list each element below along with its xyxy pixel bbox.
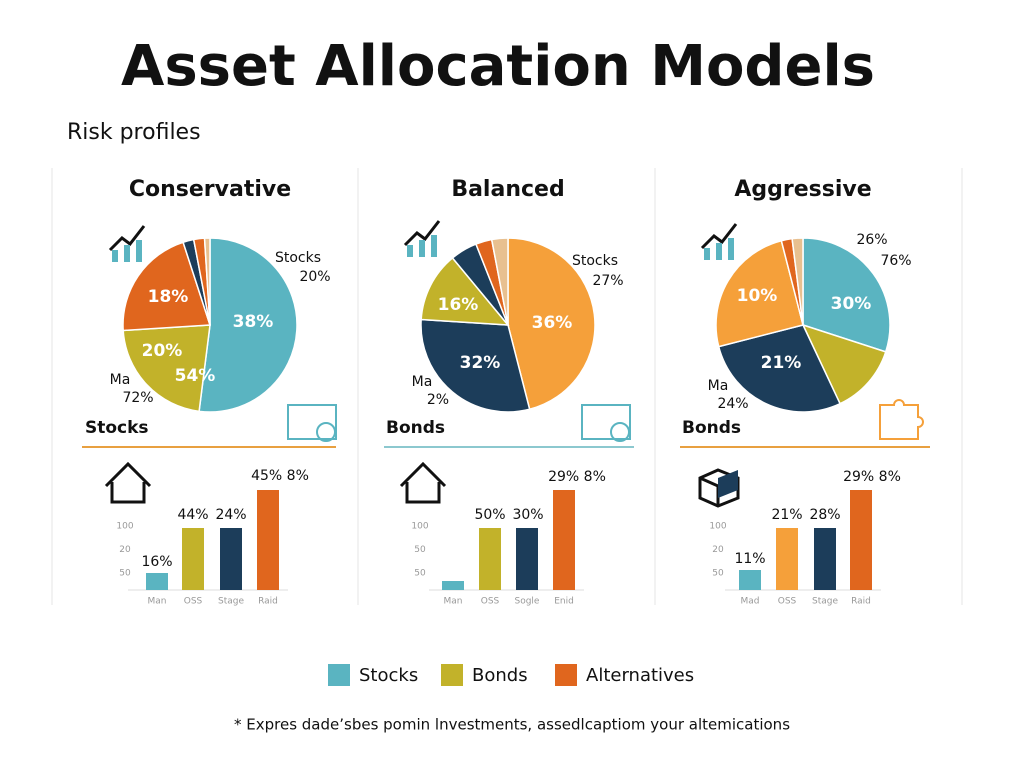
bar-label: 24% [215, 507, 246, 523]
pie-label: Stocks [275, 250, 321, 266]
bar-label: 28% [809, 507, 840, 523]
pie-label: Ma [412, 374, 433, 390]
pie-title: Conservative [129, 177, 291, 202]
bar-label: 21% [771, 507, 802, 523]
pie-label: 27% [592, 273, 623, 289]
subtitle: Risk profiles [67, 120, 201, 145]
section-label: Bonds [682, 418, 741, 438]
x-label: Raid [851, 597, 871, 607]
pie-slice [802, 237, 891, 353]
x-label: Stage [812, 597, 838, 607]
pie-label: 18% [148, 287, 189, 307]
bar [516, 528, 538, 590]
bar [776, 528, 798, 590]
pie-label: 54% [175, 366, 216, 386]
legend-label: Bonds [472, 665, 528, 686]
decor [82, 235, 930, 498]
x-label: OSS [184, 597, 203, 607]
pie-label: 21% [761, 353, 802, 373]
x-label: Stage [218, 597, 244, 607]
x-label: OSS [481, 597, 500, 607]
y-label: 50 [414, 569, 426, 579]
pie-label: 36% [532, 313, 573, 333]
bar [479, 528, 501, 590]
pie-label: 16% [438, 295, 479, 315]
pie-label: 30% [831, 294, 872, 314]
bar [220, 528, 242, 590]
footnote: * Expres dade’sbes pomin lnvestments, as… [234, 716, 790, 734]
bar-label: 30% [512, 507, 543, 523]
y-label: 50 [414, 545, 426, 555]
title: Asset Allocation Models [121, 34, 875, 99]
bar-label: 50% [474, 507, 505, 523]
pie-label: 32% [460, 353, 501, 373]
bar [257, 490, 279, 590]
x-label: Mad [741, 597, 760, 607]
pie-slice [203, 237, 211, 326]
y-label: 20 [119, 545, 131, 555]
y-label: 20 [712, 545, 724, 555]
legend-swatch [328, 664, 350, 686]
legend-label: Stocks [359, 665, 418, 686]
y-label: 100 [411, 522, 428, 532]
bar [182, 528, 204, 590]
pie-slice [801, 323, 887, 405]
legend-swatch [441, 664, 463, 686]
dividers [51, 168, 963, 605]
legend-swatch [555, 664, 577, 686]
bar [850, 490, 872, 590]
bar [739, 570, 761, 590]
x-label: Man [148, 597, 167, 607]
pie-slice [420, 256, 510, 326]
pie-slice [715, 239, 804, 348]
x-label: Enid [554, 597, 574, 607]
pie-label: 20% [299, 269, 330, 285]
y-label: 100 [709, 522, 726, 532]
legend-label: Alternatives [586, 665, 694, 686]
pie-label: 10% [737, 286, 778, 306]
pie-label: 26% [856, 232, 887, 248]
bar [442, 581, 464, 590]
bar-label: 29% 8% [843, 469, 901, 485]
pie-title: Aggressive [734, 177, 871, 202]
bar-label: 29% 8% [548, 469, 606, 485]
bar [146, 573, 168, 590]
pie-title: Balanced [451, 177, 564, 202]
bar-label: 44% [177, 507, 208, 523]
pie-label: Ma [708, 378, 729, 394]
bar-label: 16% [141, 554, 172, 570]
pie-label: Stocks [572, 253, 618, 269]
y-label: 100 [116, 522, 133, 532]
pie-slice [122, 241, 212, 332]
pie-slice [490, 237, 509, 326]
pie-label: 24% [717, 396, 748, 412]
pie-slice [717, 324, 842, 413]
pie-slice [420, 318, 531, 413]
pie-slice [507, 237, 596, 411]
pie-label: 38% [233, 312, 274, 332]
pie-slice [122, 324, 211, 413]
y-label: 50 [712, 569, 724, 579]
bar [553, 490, 575, 590]
pie-slice [791, 237, 804, 326]
bar [814, 528, 836, 590]
pie-slice [198, 237, 298, 413]
pie-label: Ma [110, 372, 131, 388]
section-label: Bonds [386, 418, 445, 438]
pie-label: 2% [427, 392, 449, 408]
bar-label: 11% [734, 551, 765, 567]
y-label: 50 [119, 569, 131, 579]
pie-label: 72% [122, 390, 153, 406]
x-label: Sogle [515, 597, 540, 607]
pie-label: 20% [142, 341, 183, 361]
x-label: OSS [778, 597, 797, 607]
pie-label: 76% [880, 253, 911, 269]
bar-label: 45% 8% [251, 468, 309, 484]
x-label: Man [444, 597, 463, 607]
section-label: Stocks [85, 418, 149, 438]
x-label: Raid [258, 597, 278, 607]
